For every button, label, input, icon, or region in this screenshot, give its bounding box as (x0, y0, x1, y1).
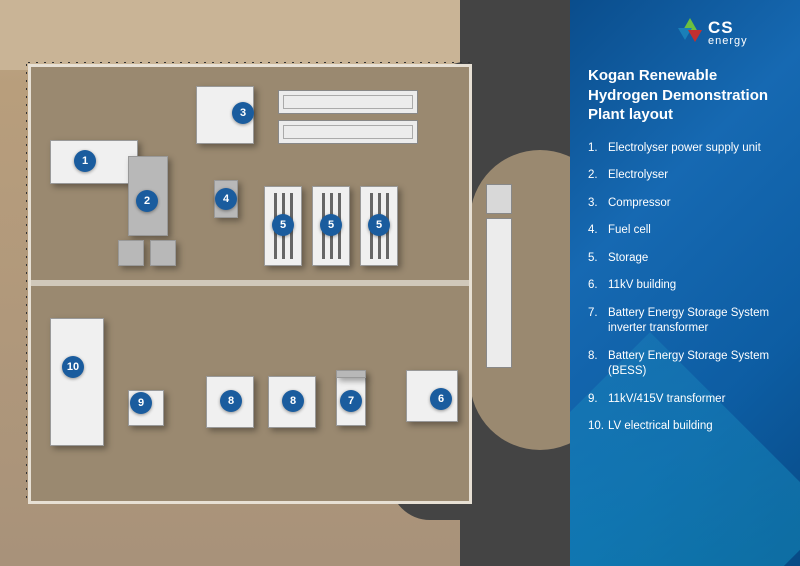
marker-6: 6 (430, 388, 452, 410)
logo-gem-icon (678, 18, 702, 48)
legend-item: 7.Battery Energy Storage System inverter… (588, 306, 784, 337)
logo-energy: energy (708, 36, 748, 47)
truck-trailer (486, 218, 512, 368)
legend-item: 1.Electrolyser power supply unit (588, 141, 784, 157)
marker-8a: 8 (220, 390, 242, 412)
marker-10: 10 (62, 356, 84, 378)
site-plan: 1 2 3 4 5 5 5 6 7 8 8 9 10 (0, 0, 570, 566)
legend-item: 3.Compressor (588, 196, 784, 212)
aux-pad-a (118, 240, 144, 266)
legend-item: 2.Electrolyser (588, 168, 784, 184)
brand-logo: CS energy (678, 18, 784, 48)
legend-item: 6.11kV building (588, 278, 784, 294)
logo-text: CS energy (708, 19, 748, 47)
canvas: 1 2 3 4 5 5 5 6 7 8 8 9 10 CS energy Kog… (0, 0, 800, 566)
sidebar-title: Kogan Renewable Hydrogen Demonstration P… (588, 66, 784, 125)
internal-path (31, 280, 469, 286)
trailer-a (278, 90, 418, 114)
marker-1: 1 (74, 150, 96, 172)
marker-7: 7 (340, 390, 362, 412)
road-island (470, 150, 570, 450)
legend-sidebar: CS energy Kogan Renewable Hydrogen Demon… (570, 0, 800, 566)
fence-west (26, 64, 27, 504)
legend-list: 1.Electrolyser power supply unit 2.Elect… (588, 141, 784, 435)
marker-9: 9 (130, 392, 152, 414)
legend-item: 9.11kV/415V transformer (588, 392, 784, 408)
marker-5c: 5 (368, 214, 390, 236)
marker-3: 3 (232, 102, 254, 124)
marker-5a: 5 (272, 214, 294, 236)
trailer-b (278, 120, 418, 144)
marker-4: 4 (215, 188, 237, 210)
marker-8b: 8 (282, 390, 304, 412)
legend-item: 8.Battery Energy Storage System (BESS) (588, 349, 784, 380)
unit-7-top (336, 370, 366, 378)
legend-item: 10.LV electrical building (588, 419, 784, 435)
aux-pad-b (150, 240, 176, 266)
marker-2: 2 (136, 190, 158, 212)
marker-5b: 5 (320, 214, 342, 236)
fence-north (28, 62, 472, 63)
unit-10-lv-building (50, 318, 104, 446)
legend-item: 4.Fuel cell (588, 223, 784, 239)
truck-cab (486, 184, 512, 214)
legend-item: 5.Storage (588, 251, 784, 267)
